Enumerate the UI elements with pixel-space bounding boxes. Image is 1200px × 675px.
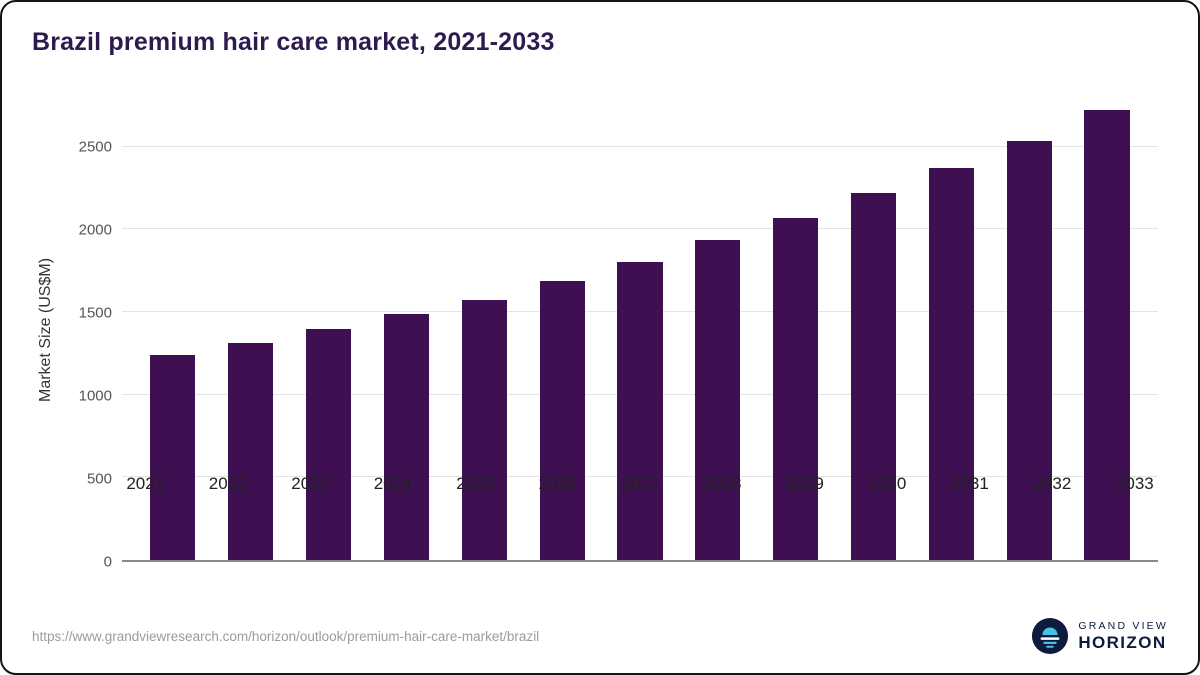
- bar-column: [1068, 97, 1146, 560]
- x-tick-label: 2023: [291, 474, 330, 493]
- y-tick-label: 0: [103, 553, 112, 571]
- bar-2030: [850, 192, 897, 560]
- horizon-logo-icon: [1032, 617, 1069, 655]
- plot-area: [122, 97, 1158, 562]
- y-tick-label: 1500: [78, 304, 112, 322]
- x-tick-label: 2027: [621, 474, 659, 493]
- bar-2025: [461, 300, 507, 560]
- bar-column: [601, 97, 679, 560]
- x-tick-label: 2032: [1033, 474, 1072, 493]
- y-tick-label: 1000: [78, 387, 112, 405]
- gridline: [122, 145, 1158, 147]
- footer: https://www.grandviewresearch.com/horizo…: [32, 613, 1168, 659]
- x-tick-label: 2029: [786, 474, 824, 493]
- bar-2021: [150, 354, 196, 560]
- bar-column: [290, 97, 368, 560]
- y-tick-label: 500: [86, 470, 112, 488]
- bar-2029: [773, 217, 819, 560]
- source-url: https://www.grandviewresearch.com/horizo…: [32, 628, 540, 644]
- x-tick-label: 2028: [703, 474, 742, 493]
- bar-2028: [695, 240, 741, 560]
- x-axis-labels: 2021 2022 2023 2024 2025 2026 2027 2028 2029 2030…: [92, 474, 1188, 494]
- bar-column: [757, 97, 835, 560]
- bar-column: [368, 97, 446, 560]
- bar-column: [212, 97, 290, 560]
- bar-2033: [1084, 110, 1130, 560]
- brand-text: GRAND VIEW HORIZON: [1078, 620, 1168, 653]
- brand-logo: GRAND VIEW HORIZON: [1031, 617, 1168, 655]
- x-tick-label: 2022: [208, 474, 247, 493]
- bars-container: [122, 97, 1158, 560]
- x-tick-label: 2021: [126, 474, 165, 493]
- bar-2031: [928, 168, 974, 560]
- chart-title: Brazil premium hair care market, 2021-20…: [32, 28, 555, 56]
- bar-2024: [383, 313, 430, 560]
- x-tick-label: 2031: [951, 474, 989, 493]
- x-tick-label: 2024: [373, 474, 412, 493]
- x-tick-label: 2030: [868, 474, 907, 493]
- y-tick-label: 2500: [78, 138, 112, 156]
- brand-name-bottom: HORIZON: [1078, 632, 1167, 652]
- bar-column: [134, 97, 212, 560]
- bar-2027: [617, 261, 663, 560]
- y-axis-ticks: 0 500 1000 1500 2000 2500: [60, 97, 112, 570]
- y-tick-label: 2000: [78, 221, 112, 239]
- bar-column: [445, 97, 523, 560]
- x-tick-label: 2026: [538, 474, 577, 493]
- bar-column: [835, 97, 913, 560]
- bar-column: [990, 97, 1068, 560]
- x-tick-label: 2033: [1115, 474, 1154, 493]
- bar-column: [523, 97, 601, 560]
- x-tick-label: 2025: [456, 474, 495, 493]
- brand-name-top: GRAND VIEW: [1078, 619, 1168, 632]
- bar-2022: [228, 342, 274, 560]
- chart: Market Size (US$M) 0 500 1000 1500 2000 2500: [32, 97, 1168, 597]
- y-axis-label: Market Size (US$M): [37, 257, 54, 402]
- plot-outer: 0 500 1000 1500 2000 2500: [79, 97, 1158, 571]
- bar-column: [679, 97, 757, 560]
- bar-column: [912, 97, 990, 560]
- bar-2026: [539, 280, 585, 560]
- bar-2023: [306, 328, 352, 560]
- gridline: [122, 228, 1158, 230]
- bar-2032: [1006, 140, 1052, 560]
